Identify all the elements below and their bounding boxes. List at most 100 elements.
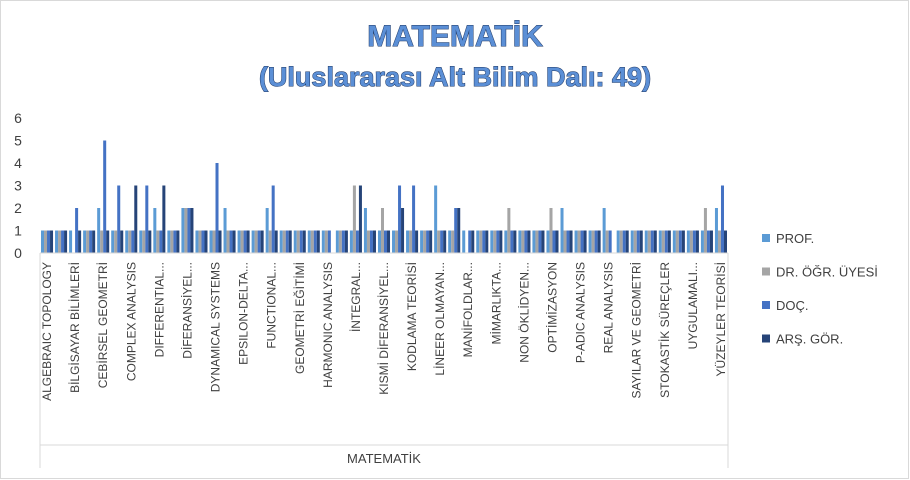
- bar: [672, 230, 676, 253]
- bar: [313, 230, 317, 253]
- bar: [619, 230, 623, 253]
- bar: [240, 230, 244, 253]
- bar: [507, 208, 511, 253]
- bar: [92, 230, 96, 253]
- chart-subtitle: (Uluslararası Alt Bilim Dalı: 49): [259, 62, 651, 92]
- bar: [482, 230, 486, 253]
- bar: [218, 230, 222, 253]
- bar: [555, 230, 559, 253]
- bar: [518, 230, 522, 253]
- chart-title: MATEMATİK: [367, 20, 543, 53]
- bar: [608, 230, 612, 253]
- bar: [64, 230, 68, 253]
- bar: [58, 230, 62, 253]
- bar: [443, 230, 447, 253]
- bar: [574, 230, 578, 253]
- bar: [198, 230, 202, 253]
- y-tick-label: 5: [14, 133, 22, 149]
- bar: [415, 230, 419, 253]
- x-tick-label: NON ÖKLİDYEN...: [517, 262, 531, 363]
- bar: [546, 230, 550, 253]
- legend-swatch: [762, 334, 770, 343]
- bar: [476, 230, 480, 253]
- bar: [316, 230, 320, 253]
- bar: [541, 230, 545, 253]
- bar: [681, 230, 685, 253]
- bar: [285, 230, 289, 253]
- bar: [661, 230, 665, 253]
- bar: [170, 230, 174, 253]
- bar: [692, 230, 696, 253]
- bar: [352, 185, 356, 253]
- bar: [61, 230, 65, 253]
- bar: [448, 230, 452, 253]
- y-tick-label: 3: [14, 178, 22, 194]
- bar: [594, 230, 598, 253]
- bar: [55, 230, 59, 253]
- bar: [644, 230, 648, 253]
- bar: [195, 230, 199, 253]
- bar: [401, 208, 405, 253]
- bar: [159, 230, 163, 253]
- bar: [569, 230, 573, 253]
- bar: [296, 230, 300, 253]
- bar: [237, 230, 241, 253]
- bar: [563, 230, 567, 253]
- bar: [260, 230, 264, 253]
- bar: [282, 230, 286, 253]
- x-tick-label: BİLGİSAYAR BİLİMLERİ: [68, 262, 82, 393]
- bar: [560, 208, 564, 253]
- bar: [504, 230, 508, 253]
- bar: [499, 230, 503, 253]
- bar: [187, 208, 191, 253]
- x-tick-label: STOKASTİK SÜREÇLER: [658, 262, 672, 398]
- bar: [485, 230, 489, 253]
- bar: [226, 230, 230, 253]
- bar: [650, 230, 654, 253]
- bar: [723, 230, 727, 253]
- bar: [344, 230, 348, 253]
- bar: [703, 208, 707, 253]
- bar: [490, 230, 494, 253]
- bar: [246, 230, 250, 253]
- x-tick-label: DIFFERENTIAL...: [152, 262, 166, 357]
- bar: [243, 230, 247, 253]
- x-tick-label: YÜZEYLER TEORİSİ: [714, 262, 728, 376]
- bar: [440, 230, 444, 253]
- bar: [675, 230, 679, 253]
- bar: [142, 230, 146, 253]
- bar: [689, 230, 693, 253]
- bar: [538, 230, 542, 253]
- bar: [605, 230, 609, 253]
- bar: [134, 185, 138, 253]
- bar: [552, 230, 556, 253]
- bar: [380, 208, 384, 253]
- bar: [341, 230, 345, 253]
- bar: [395, 230, 399, 253]
- bar: [429, 230, 433, 253]
- bar: [398, 185, 402, 253]
- bar: [265, 208, 269, 253]
- bar: [384, 230, 388, 253]
- bar: [50, 230, 54, 253]
- legend-label: DOÇ.: [776, 298, 809, 313]
- bar: [434, 185, 438, 253]
- bar: [521, 230, 525, 253]
- x-tick-label: MİMARLIKTA...: [489, 262, 503, 344]
- bar: [204, 230, 208, 253]
- legend-label: PROF.: [776, 231, 814, 246]
- bar: [426, 230, 430, 253]
- bar: [128, 230, 132, 253]
- bar: [451, 230, 455, 253]
- bar: [257, 230, 261, 253]
- bar: [686, 230, 690, 253]
- bar: [293, 230, 297, 253]
- bar: [279, 230, 283, 253]
- y-tick-label: 0: [14, 245, 22, 261]
- bar: [321, 230, 325, 253]
- bar: [720, 185, 724, 253]
- x-tick-label: DİFERANSİYEL...: [180, 262, 194, 359]
- bar: [363, 208, 367, 253]
- bar: [468, 230, 472, 253]
- bar: [633, 230, 637, 253]
